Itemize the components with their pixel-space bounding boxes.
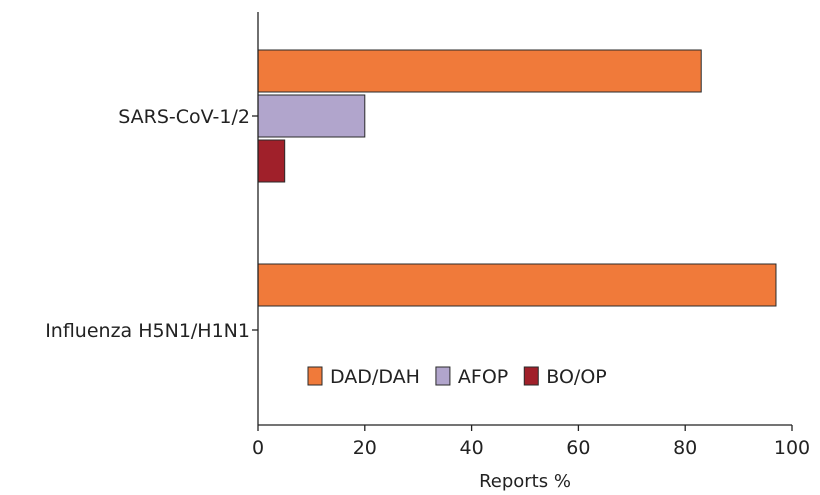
x-tick-label-60: 60 — [566, 437, 590, 459]
legend-label-bo-op: BO/OP — [546, 366, 606, 388]
bar-dad-dah-sars-cov-1-2 — [257, 49, 702, 93]
x-axis-ticks: 0 20 40 60 80 100 — [252, 425, 810, 459]
x-axis-title: Reports % — [479, 471, 571, 492]
bar-bo-op-sars-cov-1-2 — [257, 139, 286, 183]
y-axis-categories: SARS-CoV-1/2 Influenza H5N1/H1N1 — [45, 106, 258, 342]
category-label-influenza-h5n1-h1n1: Influenza H5N1/H1N1 — [45, 320, 250, 342]
bars — [257, 49, 777, 307]
legend-label-dad-dah: DAD/DAH — [330, 366, 420, 388]
x-tick-label-40: 40 — [460, 437, 484, 459]
legend-label-afop: AFOP — [458, 366, 508, 388]
x-tick-label-100: 100 — [774, 437, 810, 459]
legend: DAD/DAH AFOP BO/OP — [307, 366, 607, 388]
x-tick-label-0: 0 — [252, 437, 264, 459]
axes — [257, 12, 792, 426]
bar-afop-sars-cov-1-2 — [257, 94, 366, 138]
category-label-sars-cov-1-2: SARS-CoV-1/2 — [118, 106, 250, 128]
legend-swatch-bo-op — [523, 366, 539, 386]
x-tick-label-20: 20 — [353, 437, 377, 459]
legend-swatch-afop — [435, 366, 451, 386]
legend-swatch-dad-dah — [307, 366, 323, 386]
x-tick-label-80: 80 — [673, 437, 697, 459]
bar-dad-dah-influenza-h5n1-h1n1 — [257, 263, 777, 307]
